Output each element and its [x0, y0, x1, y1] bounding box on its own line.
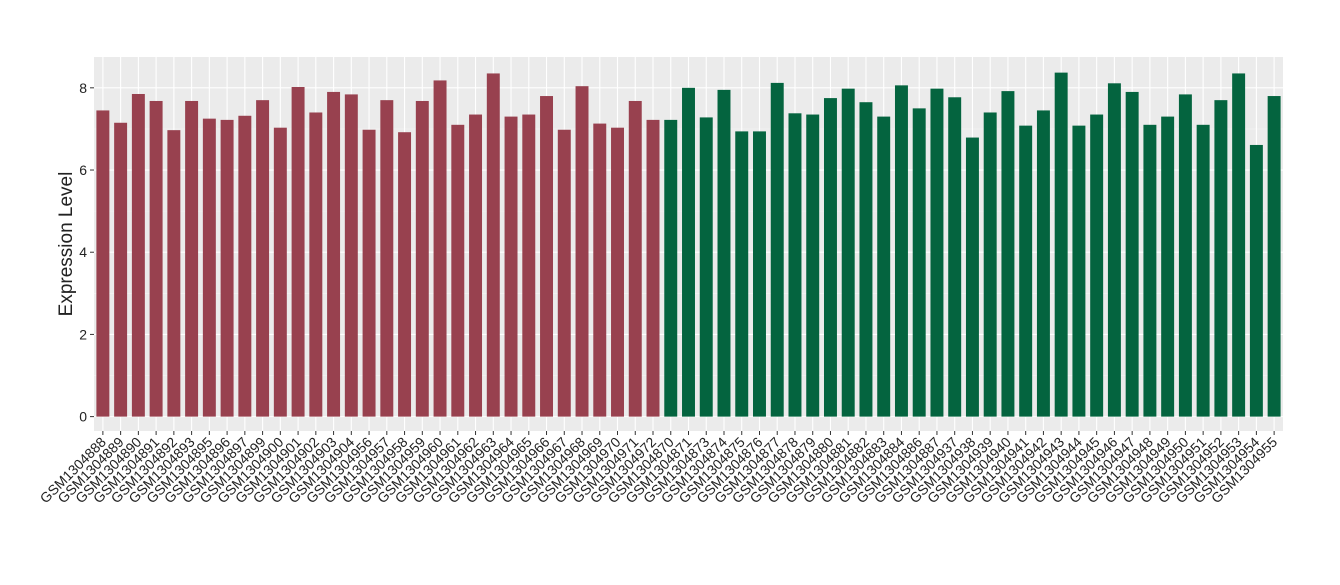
bar-GSM1304964 — [504, 116, 518, 417]
bar-GSM1304950 — [1178, 94, 1192, 417]
bar-GSM1304954 — [1249, 144, 1263, 417]
bar-GSM1304901 — [291, 87, 305, 417]
bar-GSM1304876 — [753, 131, 766, 417]
bar-GSM1304891 — [149, 100, 163, 417]
bar-GSM1304888 — [96, 110, 110, 417]
bar-GSM1304942 — [1036, 110, 1050, 417]
bar-GSM1304883 — [877, 116, 891, 417]
bar-GSM1304947 — [1125, 91, 1139, 417]
bar-GSM1304939 — [983, 112, 997, 417]
bar-GSM1304896 — [220, 119, 234, 417]
x-axis: GSM1304888GSM1304889GSM1304890GSM1304891… — [37, 431, 1280, 506]
bar-GSM1304873 — [699, 117, 713, 417]
bar-GSM1304956 — [362, 129, 376, 417]
bar-GSM1304886 — [912, 108, 926, 417]
bar-GSM1304961 — [451, 124, 465, 417]
bar-GSM1304963 — [486, 73, 500, 417]
bar-GSM1304899 — [256, 100, 270, 417]
bar-GSM1304967 — [557, 129, 571, 417]
y-tick-label: 2 — [79, 326, 87, 342]
bar-GSM1304878 — [788, 113, 802, 417]
bar-GSM1304965 — [522, 114, 536, 417]
y-tick-label: 6 — [79, 162, 87, 178]
bar-GSM1304871 — [682, 87, 695, 417]
bar-GSM1304969 — [593, 123, 607, 417]
bar-GSM1304895 — [202, 118, 216, 417]
bar-GSM1304970 — [611, 127, 624, 417]
bar-GSM1304875 — [735, 131, 749, 417]
bar-GSM1304958 — [398, 132, 412, 417]
bars — [96, 72, 1281, 417]
bar-GSM1304953 — [1232, 73, 1246, 417]
bar-GSM1304960 — [433, 80, 447, 417]
bar-GSM1304938 — [965, 137, 979, 417]
y-tick-label: 0 — [79, 409, 87, 425]
y-axis-title: Expression Level — [56, 172, 77, 317]
bar-GSM1304949 — [1161, 116, 1175, 417]
bar-GSM1304903 — [327, 91, 341, 417]
y-tick-label: 8 — [79, 80, 87, 96]
bar-GSM1304955 — [1267, 96, 1281, 417]
bar-GSM1304892 — [167, 130, 181, 417]
bar-GSM1304966 — [540, 96, 554, 417]
bar-GSM1304877 — [770, 82, 784, 417]
bar-GSM1304887 — [930, 88, 944, 417]
bar-GSM1304951 — [1196, 124, 1210, 417]
bar-GSM1304972 — [646, 119, 660, 417]
bar-GSM1304893 — [185, 100, 199, 417]
bar-GSM1304940 — [1001, 91, 1015, 417]
bar-GSM1304952 — [1214, 100, 1228, 417]
bar-GSM1304943 — [1054, 72, 1068, 417]
bar-GSM1304880 — [823, 98, 837, 417]
bar-GSM1304890 — [131, 93, 145, 417]
bar-GSM1304881 — [841, 88, 855, 417]
bar-GSM1304946 — [1107, 83, 1121, 417]
bar-GSM1304957 — [380, 100, 394, 417]
bar-GSM1304897 — [238, 115, 252, 417]
bar-GSM1304884 — [894, 85, 908, 417]
bar-GSM1304959 — [415, 100, 429, 417]
bar-GSM1304962 — [469, 114, 483, 417]
bar-GSM1304889 — [114, 122, 128, 417]
bar-GSM1304900 — [273, 127, 287, 417]
bar-GSM1304968 — [575, 86, 589, 417]
bar-GSM1304879 — [806, 114, 820, 417]
bar-GSM1304941 — [1019, 125, 1033, 417]
y-tick-label: 4 — [79, 244, 87, 260]
bar-GSM1304904 — [344, 94, 358, 417]
bar-GSM1304944 — [1072, 125, 1086, 417]
bar-GSM1304902 — [309, 112, 323, 417]
bar-GSM1304870 — [664, 119, 678, 417]
bar-GSM1304882 — [859, 102, 873, 417]
bar-GSM1304945 — [1090, 114, 1104, 417]
bar-GSM1304971 — [628, 100, 642, 417]
bar-GSM1304874 — [717, 89, 731, 417]
bar-GSM1304937 — [948, 97, 962, 417]
y-axis: 0 2 4 6 8 — [79, 80, 94, 425]
bar-GSM1304948 — [1143, 124, 1157, 417]
